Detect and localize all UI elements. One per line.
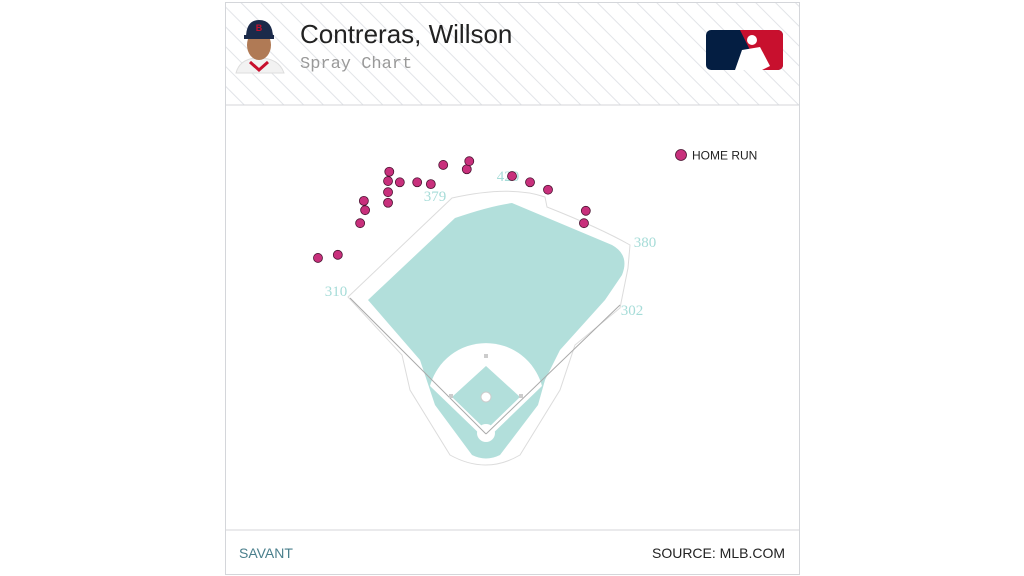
hit-point (579, 218, 589, 229)
hit-point (464, 156, 475, 167)
player-photo: B (235, 20, 285, 74)
field (347, 190, 631, 466)
legend-marker (675, 149, 687, 161)
hit-point (461, 164, 472, 175)
hit-point (355, 218, 366, 229)
hit-point (332, 249, 343, 260)
hit-point (384, 166, 395, 177)
wall-distance: 380 (634, 235, 657, 251)
hit-point (425, 179, 436, 190)
hit-point (358, 195, 369, 206)
hit-point (383, 176, 393, 186)
mlb-logo (706, 30, 783, 70)
header-bg (226, 3, 799, 105)
subtitle: Spray Chart (300, 55, 412, 74)
hit-point (438, 160, 449, 170)
hit-point (313, 253, 323, 263)
footer-left[interactable]: SAVANT (239, 545, 293, 561)
hit-point (394, 177, 405, 188)
hit-point (543, 184, 553, 195)
svg-text:B: B (256, 23, 263, 33)
hit-point (360, 205, 371, 216)
hit-point (383, 187, 393, 198)
hit-point (507, 171, 517, 181)
hit-point (412, 177, 423, 188)
wall-distance: 302 (621, 303, 644, 319)
legend-label: HOME RUN (692, 149, 757, 163)
hit-point (525, 177, 535, 188)
title: Contreras, Willson (300, 19, 512, 49)
hit-point (580, 205, 591, 216)
footer-right: SOURCE: MLB.COM (652, 545, 785, 561)
hit-point (383, 197, 393, 208)
wall-distance: 379 (424, 189, 447, 205)
wall-distance: 310 (325, 284, 348, 300)
